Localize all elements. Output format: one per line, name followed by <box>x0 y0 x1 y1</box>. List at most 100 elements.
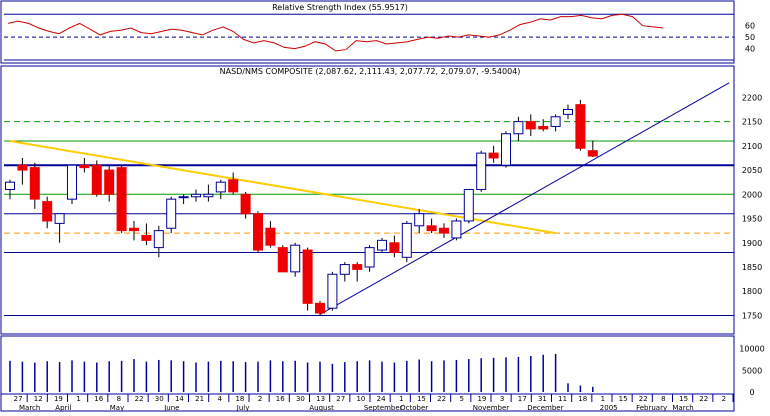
candle <box>153 225 164 258</box>
candle-up <box>67 164 77 200</box>
candle-up <box>401 222 412 258</box>
x-month-label: June <box>163 404 179 412</box>
candle <box>79 157 90 173</box>
candle <box>17 157 28 185</box>
candle-up <box>54 213 65 224</box>
price-tick-label: 2100 <box>742 142 762 151</box>
candle <box>377 237 387 253</box>
candle <box>42 196 53 229</box>
x-month-label: August <box>309 404 334 412</box>
x-month-label: October <box>400 404 428 412</box>
x-month-label: December <box>527 404 563 412</box>
candle <box>563 104 573 120</box>
trendline <box>319 82 730 315</box>
candle <box>67 164 77 204</box>
candle <box>389 235 400 258</box>
candle-down <box>42 201 53 222</box>
price-tick-label: 2050 <box>742 166 762 175</box>
candle-down <box>389 242 400 253</box>
candle-down <box>17 164 28 171</box>
x-day-label: 10 <box>356 395 365 403</box>
rsi-tick-label: 40 <box>745 45 755 54</box>
candle <box>253 211 263 253</box>
candle <box>91 160 102 197</box>
x-day-label: 14 <box>175 395 184 403</box>
x-day-label: 2 <box>722 395 726 403</box>
x-month-label: April <box>55 404 71 412</box>
volume-axis: 10000 5000 0 <box>739 345 764 397</box>
candle <box>476 150 487 192</box>
price-axis: 2200 2150 2100 2050 2000 1950 1900 1850 1800 1750 <box>742 93 762 320</box>
candle-up <box>166 198 177 229</box>
candle-down <box>141 235 152 241</box>
candle <box>501 131 511 168</box>
x-day-label: 30 <box>155 395 164 403</box>
candle <box>414 208 425 234</box>
candle-up <box>203 193 214 198</box>
candle-down <box>104 169 115 195</box>
x-day-label: 22 <box>699 395 708 403</box>
rsi-levels <box>4 13 734 61</box>
candle <box>5 179 15 200</box>
price-tick-label: 1950 <box>742 215 762 224</box>
candle <box>327 271 338 311</box>
x-month-label: November <box>473 404 510 412</box>
candle <box>463 188 474 224</box>
candle <box>525 114 536 137</box>
candle <box>364 245 375 272</box>
x-day-label: 15 <box>619 395 628 403</box>
price-tick-label: 2150 <box>742 118 762 127</box>
x-day-label: 19 <box>477 395 486 403</box>
candle-down <box>587 150 598 157</box>
candle <box>240 191 251 219</box>
price-panel-frame <box>0 65 735 335</box>
x-day-label: 15 <box>679 395 688 403</box>
candle-down <box>253 213 263 251</box>
rsi-panel-frame <box>0 0 735 64</box>
x-axis-frame <box>0 393 735 412</box>
candle-down <box>302 249 313 304</box>
candle-up <box>377 239 387 251</box>
candle-down <box>315 302 325 314</box>
x-axis: 27 12 19 1 16 8 22 30 14 21 4 18 2 16 30 13 27 10 24 1 15 22 5… <box>14 394 734 412</box>
volume-panel-frame <box>0 335 735 395</box>
candle-down <box>439 227 449 234</box>
x-day-label: 31 <box>538 395 547 403</box>
candle-up <box>513 121 524 135</box>
x-day-label: 2 <box>258 395 262 403</box>
candle <box>141 223 152 246</box>
rsi-axis: 60 50 40 <box>745 22 755 54</box>
rsi-title: Relative Strength Index (55.9517) <box>272 3 408 12</box>
candle-up <box>501 133 511 166</box>
candle-up <box>414 213 425 227</box>
x-month-label: February <box>636 404 667 412</box>
candle <box>513 116 524 141</box>
candle <box>587 140 598 157</box>
volume-bars <box>9 353 594 392</box>
candlesticks <box>5 99 598 316</box>
candle <box>339 262 350 282</box>
price-tick-label: 2000 <box>742 190 762 199</box>
candle <box>265 220 276 248</box>
candle-down <box>29 167 40 200</box>
x-day-label: 11 <box>558 395 567 403</box>
candle-up <box>215 181 226 193</box>
x-day-label: 21 <box>195 395 204 403</box>
x-month-label: May <box>110 404 124 412</box>
candle-up <box>178 196 189 199</box>
candle-down <box>538 125 549 130</box>
price-title: NASD/NMS COMPOSITE (2,087.62, 2,111.43, … <box>220 67 521 76</box>
x-day-label: 18 <box>578 395 587 403</box>
x-month-label: September <box>364 404 403 412</box>
x-day-label: 22 <box>639 395 648 403</box>
candle-down <box>265 227 276 246</box>
candle-up <box>327 273 338 309</box>
candle <box>401 220 412 263</box>
x-day-label: 18 <box>235 395 244 403</box>
x-month-label: March <box>19 404 40 412</box>
x-day-label: 13 <box>316 395 325 403</box>
candle <box>203 184 214 202</box>
candle-down <box>240 193 251 215</box>
x-day-label: 5 <box>460 395 464 403</box>
candle <box>277 245 288 273</box>
